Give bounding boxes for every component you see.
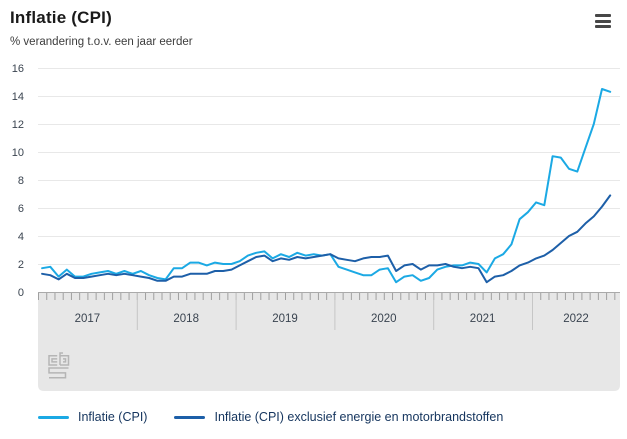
- series-line-cpi-core: [41, 194, 612, 284]
- y-axis-label: 12: [12, 119, 24, 131]
- x-axis-label: 2021: [470, 313, 496, 325]
- y-axis-label: 4: [18, 231, 24, 243]
- y-axis-label: 10: [12, 147, 24, 159]
- legend-label-core: Inflatie (CPI) exclusief energie en moto…: [214, 410, 504, 424]
- y-axis-label: 0: [18, 287, 24, 299]
- y-axis-label: 6: [18, 203, 24, 215]
- menu-bar: [595, 19, 611, 23]
- page-title: Inflatie (CPI): [10, 8, 112, 27]
- chart-legend: Inflatie (CPI) Inflatie (CPI) exclusief …: [38, 410, 503, 424]
- y-axis-label: 16: [12, 63, 24, 75]
- x-axis-label: 2018: [173, 313, 199, 325]
- x-axis-label: 2020: [371, 313, 397, 325]
- legend-item-core[interactable]: Inflatie (CPI) exclusief energie en moto…: [174, 410, 503, 424]
- cbs-logo-path: [59, 352, 70, 366]
- legend-swatch-cpi: [38, 415, 69, 419]
- x-axis-label: 2019: [272, 313, 298, 325]
- cbs-logo-path: [48, 367, 69, 379]
- series-line-cpi: [41, 88, 612, 284]
- legend-item-cpi[interactable]: Inflatie (CPI): [38, 410, 147, 424]
- legend-swatch-core: [174, 415, 206, 419]
- x-axis-label: 2017: [75, 313, 101, 325]
- menu-bar: [595, 14, 611, 17]
- legend-label-cpi: Inflatie (CPI): [78, 410, 148, 424]
- menu-bar: [595, 25, 611, 28]
- cbs-logo: [48, 352, 70, 379]
- x-axis-label: 2022: [563, 313, 589, 325]
- y-axis-label: 2: [18, 259, 24, 271]
- hamburger-menu-icon[interactable]: [595, 13, 612, 29]
- y-axis-label: 8: [18, 175, 24, 187]
- chart-subtitle: % verandering t.o.v. een jaar eerder: [10, 36, 193, 48]
- y-axis-label: 14: [12, 91, 24, 103]
- cbs-logo-path: [48, 355, 58, 366]
- x-axis-panel: [38, 292, 620, 391]
